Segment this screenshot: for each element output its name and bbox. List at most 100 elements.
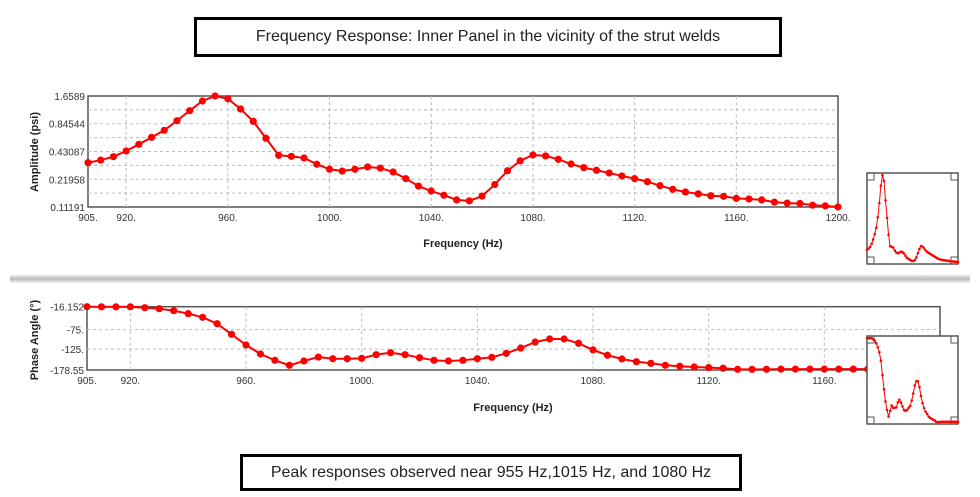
phase-overview-inset[interactable] xyxy=(865,335,960,425)
inset-point xyxy=(922,406,926,410)
data-point xyxy=(160,126,168,134)
inset-point xyxy=(910,399,914,402)
amplitude-overview-inset[interactable] xyxy=(865,172,960,265)
data-point xyxy=(262,134,270,142)
data-point xyxy=(84,159,92,167)
y-tick-label: -178.55 xyxy=(50,366,84,377)
data-point xyxy=(287,152,295,160)
inset-point xyxy=(915,256,918,259)
data-point xyxy=(112,303,120,311)
data-point xyxy=(669,185,677,193)
data-point xyxy=(338,167,346,175)
inset-point xyxy=(921,245,924,248)
data-point xyxy=(574,339,583,347)
inset-point xyxy=(901,405,904,408)
data-point xyxy=(343,355,351,363)
inset-point xyxy=(867,247,870,250)
data-point xyxy=(122,147,130,155)
data-point xyxy=(459,356,467,364)
panel-divider[interactable] xyxy=(10,275,970,283)
inset-point xyxy=(874,226,878,230)
data-point xyxy=(389,168,397,176)
inset-point xyxy=(878,201,881,205)
inset-point xyxy=(899,401,903,404)
resize-handle-icon xyxy=(950,335,959,344)
data-point xyxy=(314,353,322,361)
data-point xyxy=(580,164,588,172)
x-tick-label: 920. xyxy=(116,213,135,224)
inset-point xyxy=(956,260,960,264)
inset-point xyxy=(879,359,883,363)
x-tick-label: 1120. xyxy=(622,213,646,224)
amplitude-chart: 905. 920. 960. 1000. 1040. 1080. 1120. 1160. 120… xyxy=(49,92,851,224)
x-tick-label: 920. xyxy=(121,376,140,387)
inset-point xyxy=(876,346,880,349)
inset-point xyxy=(878,350,881,354)
data-point xyxy=(478,192,486,200)
data-point xyxy=(690,363,698,371)
inset-point xyxy=(871,238,875,241)
inset-point xyxy=(881,173,884,177)
data-point xyxy=(643,178,651,186)
data-point xyxy=(719,364,727,372)
x-tick-label: 905. xyxy=(77,376,96,387)
inset-point xyxy=(905,408,909,412)
x-tick-label: 1120. xyxy=(697,376,721,387)
data-point xyxy=(732,194,740,202)
chart-title: Frequency Response: Inner Panel in the v… xyxy=(194,17,782,57)
data-point xyxy=(502,349,510,357)
inset-point xyxy=(913,258,917,262)
data-point xyxy=(126,303,134,311)
phase-chart: 905. 920. 960. 1000. 1040. 1080. 1120. 1160. -16… xyxy=(50,303,941,387)
data-point xyxy=(676,362,684,370)
inset-point xyxy=(956,420,960,424)
inset-point xyxy=(882,388,886,391)
y-tick-label: 0.21958 xyxy=(49,175,86,186)
data-point xyxy=(135,140,143,148)
data-point xyxy=(285,361,294,369)
data-point xyxy=(211,92,219,100)
data-point xyxy=(603,351,612,359)
data-point xyxy=(808,201,817,209)
inset-point xyxy=(918,247,921,251)
data-point xyxy=(681,188,690,196)
data-point xyxy=(531,338,539,346)
data-point xyxy=(542,152,550,160)
data-point xyxy=(141,304,149,312)
data-point xyxy=(414,182,423,190)
data-point xyxy=(632,358,640,366)
phase-x-axis-label: Frequency (Hz) xyxy=(473,402,553,414)
data-point xyxy=(97,156,105,164)
resize-handle-icon xyxy=(866,256,875,265)
data-point xyxy=(242,341,250,349)
data-point xyxy=(199,313,207,321)
data-point xyxy=(155,305,163,313)
inset-point xyxy=(921,401,924,405)
inset-point xyxy=(922,246,926,250)
data-point xyxy=(517,344,525,352)
data-point xyxy=(745,195,753,203)
data-point xyxy=(170,307,178,315)
data-point xyxy=(503,167,512,175)
x-tick-label: 1000. xyxy=(349,376,374,387)
data-point xyxy=(213,320,221,328)
inset-point xyxy=(904,254,907,258)
data-point xyxy=(147,133,156,141)
inset-point xyxy=(887,415,890,418)
inset-point xyxy=(895,405,898,409)
inset-point xyxy=(911,392,915,395)
data-point xyxy=(605,169,613,177)
data-point xyxy=(109,153,118,161)
data-point xyxy=(806,365,814,373)
inset-point xyxy=(890,404,893,407)
data-point xyxy=(770,198,779,206)
data-point xyxy=(186,107,194,115)
data-point xyxy=(376,164,384,172)
data-point xyxy=(560,335,568,343)
inset-point xyxy=(913,384,917,387)
caption: Peak responses observed near 955 Hz,1015… xyxy=(240,454,742,491)
amplitude-y-axis-label: Amplitude (psi) xyxy=(29,112,41,192)
title-text: Frequency Response: Inner Panel in the v… xyxy=(255,28,721,45)
y-tick-label: -16.152 xyxy=(50,303,84,314)
inset-point xyxy=(902,252,906,255)
